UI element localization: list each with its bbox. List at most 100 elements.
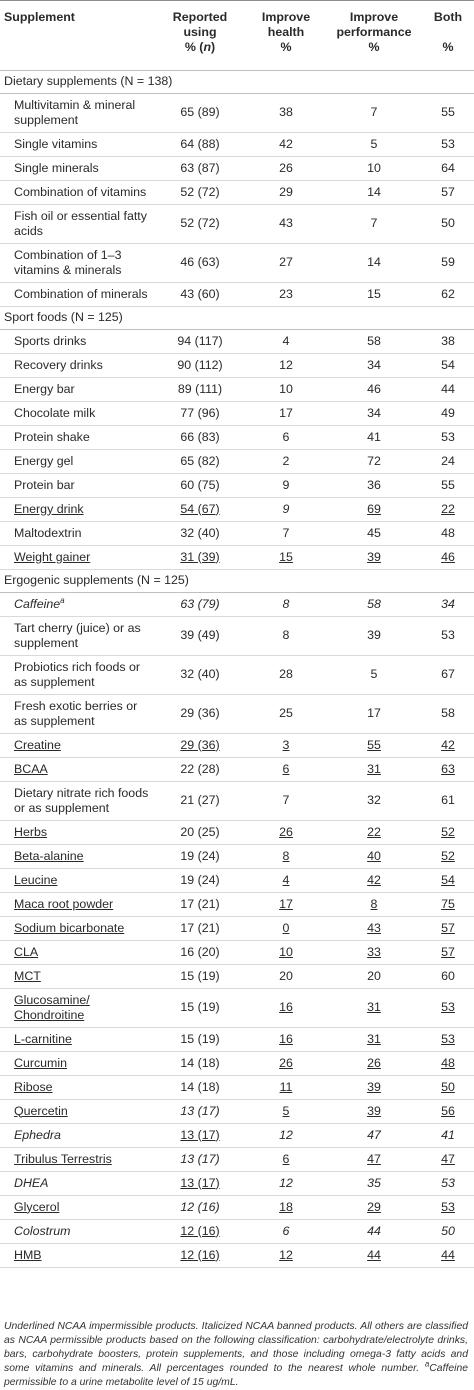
cell-health: 38 (246, 93, 326, 133)
table-row: Probiotics rich foods or as supplement 32… (0, 655, 474, 695)
cell-using-text: 12 (16) (180, 1199, 220, 1214)
cell-name: Combination of minerals (0, 282, 154, 307)
cell-health-text: 26 (279, 824, 293, 839)
cell-name: Single minerals (0, 156, 154, 181)
cell-name-text: Energy drink (14, 501, 84, 516)
cell-name-text: Multivitamin & mineral supplement (14, 97, 136, 127)
cell-name-text: Tribulus Terrestris (14, 1151, 112, 1166)
cell-health: 17 (246, 401, 326, 426)
cell-using: 39 (49) (154, 616, 246, 656)
cell-using-text: 52 (72) (180, 184, 220, 199)
cell-health: 8 (246, 592, 326, 617)
cell-performance-text: 34 (367, 357, 381, 372)
cell-performance: 39 (326, 1075, 422, 1100)
cell-using-text: 52 (72) (180, 216, 220, 230)
cell-performance-text: 26 (367, 1055, 381, 1070)
cell-health-text: 18 (279, 1199, 293, 1214)
cell-name-text: Sports drinks (14, 333, 87, 348)
cell-using-text: 14 (18) (180, 1079, 220, 1094)
cell-name: Energy drink (0, 497, 154, 522)
cell-performance-text: 42 (367, 872, 381, 887)
cell-name: CLA (0, 940, 154, 965)
cell-performance-text: 44 (367, 1223, 381, 1238)
cell-both-text: 60 (441, 968, 455, 983)
cell-health-text: 29 (279, 184, 293, 199)
cell-both-text: 57 (441, 944, 455, 959)
cell-name-text: Energy bar (14, 381, 75, 396)
cell-health-text: 5 (282, 1103, 290, 1118)
cell-performance: 58 (326, 329, 422, 354)
cell-both: 55 (422, 473, 474, 498)
cell-using-text: 32 (40) (180, 667, 220, 681)
cell-performance-text: 14 (367, 184, 381, 199)
cell-both: 56 (422, 1099, 474, 1124)
cell-using-text: 54 (67) (180, 501, 220, 516)
table-row: HMB 12 (16) 12 44 44 (0, 1243, 474, 1268)
cell-name-text: Recovery drinks (14, 357, 103, 372)
cell-health: 6 (246, 1219, 326, 1244)
cell-health-text: 16 (279, 1000, 293, 1014)
cell-name-text: Combination of 1–3 vitamins & minerals (14, 247, 122, 277)
cell-performance: 26 (326, 1051, 422, 1076)
cell-both: 50 (422, 204, 474, 244)
cell-both: 57 (422, 180, 474, 205)
cell-health-text: 6 (282, 761, 290, 776)
cell-using-text: 77 (96) (180, 405, 220, 420)
cell-performance: 20 (326, 964, 422, 989)
cell-health: 12 (246, 1243, 326, 1268)
cell-using: 22 (28) (154, 757, 246, 782)
cell-name-text: Curcumin (14, 1055, 68, 1070)
cell-health: 12 (246, 1123, 326, 1148)
cell-health-text: 8 (282, 596, 290, 611)
cell-health: 12 (246, 353, 326, 378)
cell-name-text: L-carnitine (14, 1031, 72, 1046)
cell-using-text: 19 (24) (180, 848, 220, 863)
cell-both: 47 (422, 1147, 474, 1172)
cell-performance-text: 40 (367, 848, 381, 863)
cell-both-text: 49 (441, 405, 455, 420)
cell-using: 31 (39) (154, 545, 246, 570)
cell-using: 46 (63) (154, 243, 246, 283)
cell-name-text: HMB (14, 1247, 42, 1262)
cell-health: 12 (246, 1171, 326, 1196)
cell-using: 89 (111) (154, 377, 246, 402)
cell-using: 52 (72) (154, 204, 246, 244)
cell-using: 63 (79) (154, 592, 246, 617)
cell-health: 8 (246, 844, 326, 869)
table-row: Maltodextrin 32 (40) 7 45 48 (0, 521, 474, 546)
cell-health: 2 (246, 449, 326, 474)
cell-using-text: 29 (36) (180, 706, 220, 720)
cell-both: 52 (422, 820, 474, 845)
cell-name-text: Combination of minerals (14, 286, 148, 301)
cell-name-text: Ribose (14, 1079, 53, 1094)
cell-name-text: Dietary nitrate rich foods or as supplem… (14, 785, 149, 815)
cell-both-text: 50 (441, 216, 455, 230)
top-rule (0, 0, 474, 1)
table-body: Dietary supplements (N = 138) Multivitami… (0, 70, 474, 1268)
cell-health-text: 9 (282, 501, 290, 516)
cell-health-text: 42 (279, 136, 293, 151)
table-row: Creatine 29 (36) 3 55 42 (0, 733, 474, 758)
cell-health: 9 (246, 497, 326, 522)
table-footnote: Underlined NCAA impermissible products. … (4, 1320, 468, 1390)
cell-both: 50 (422, 1075, 474, 1100)
cell-using-text: 90 (112) (177, 357, 223, 372)
cell-performance-text: 39 (367, 1103, 381, 1118)
cell-using: 54 (67) (154, 497, 246, 522)
cell-using: 65 (82) (154, 449, 246, 474)
cell-both: 41 (422, 1123, 474, 1148)
cell-name-text: Quercetin (14, 1103, 68, 1118)
cell-performance: 46 (326, 377, 422, 402)
cell-performance-text: 36 (367, 477, 381, 492)
cell-performance-text: 47 (367, 1151, 381, 1166)
section-title: Sport foods (N = 125) (0, 306, 474, 330)
cell-using-text: 64 (88) (180, 136, 220, 151)
cell-health-text: 12 (279, 1175, 293, 1190)
cell-both: 53 (422, 425, 474, 450)
cell-performance-text: 7 (370, 105, 378, 119)
cell-name-text: Herbs (14, 824, 48, 839)
cell-performance: 39 (326, 545, 422, 570)
cell-both: 50 (422, 1219, 474, 1244)
cell-performance: 8 (326, 892, 422, 917)
cell-health-text: 10 (279, 381, 293, 396)
